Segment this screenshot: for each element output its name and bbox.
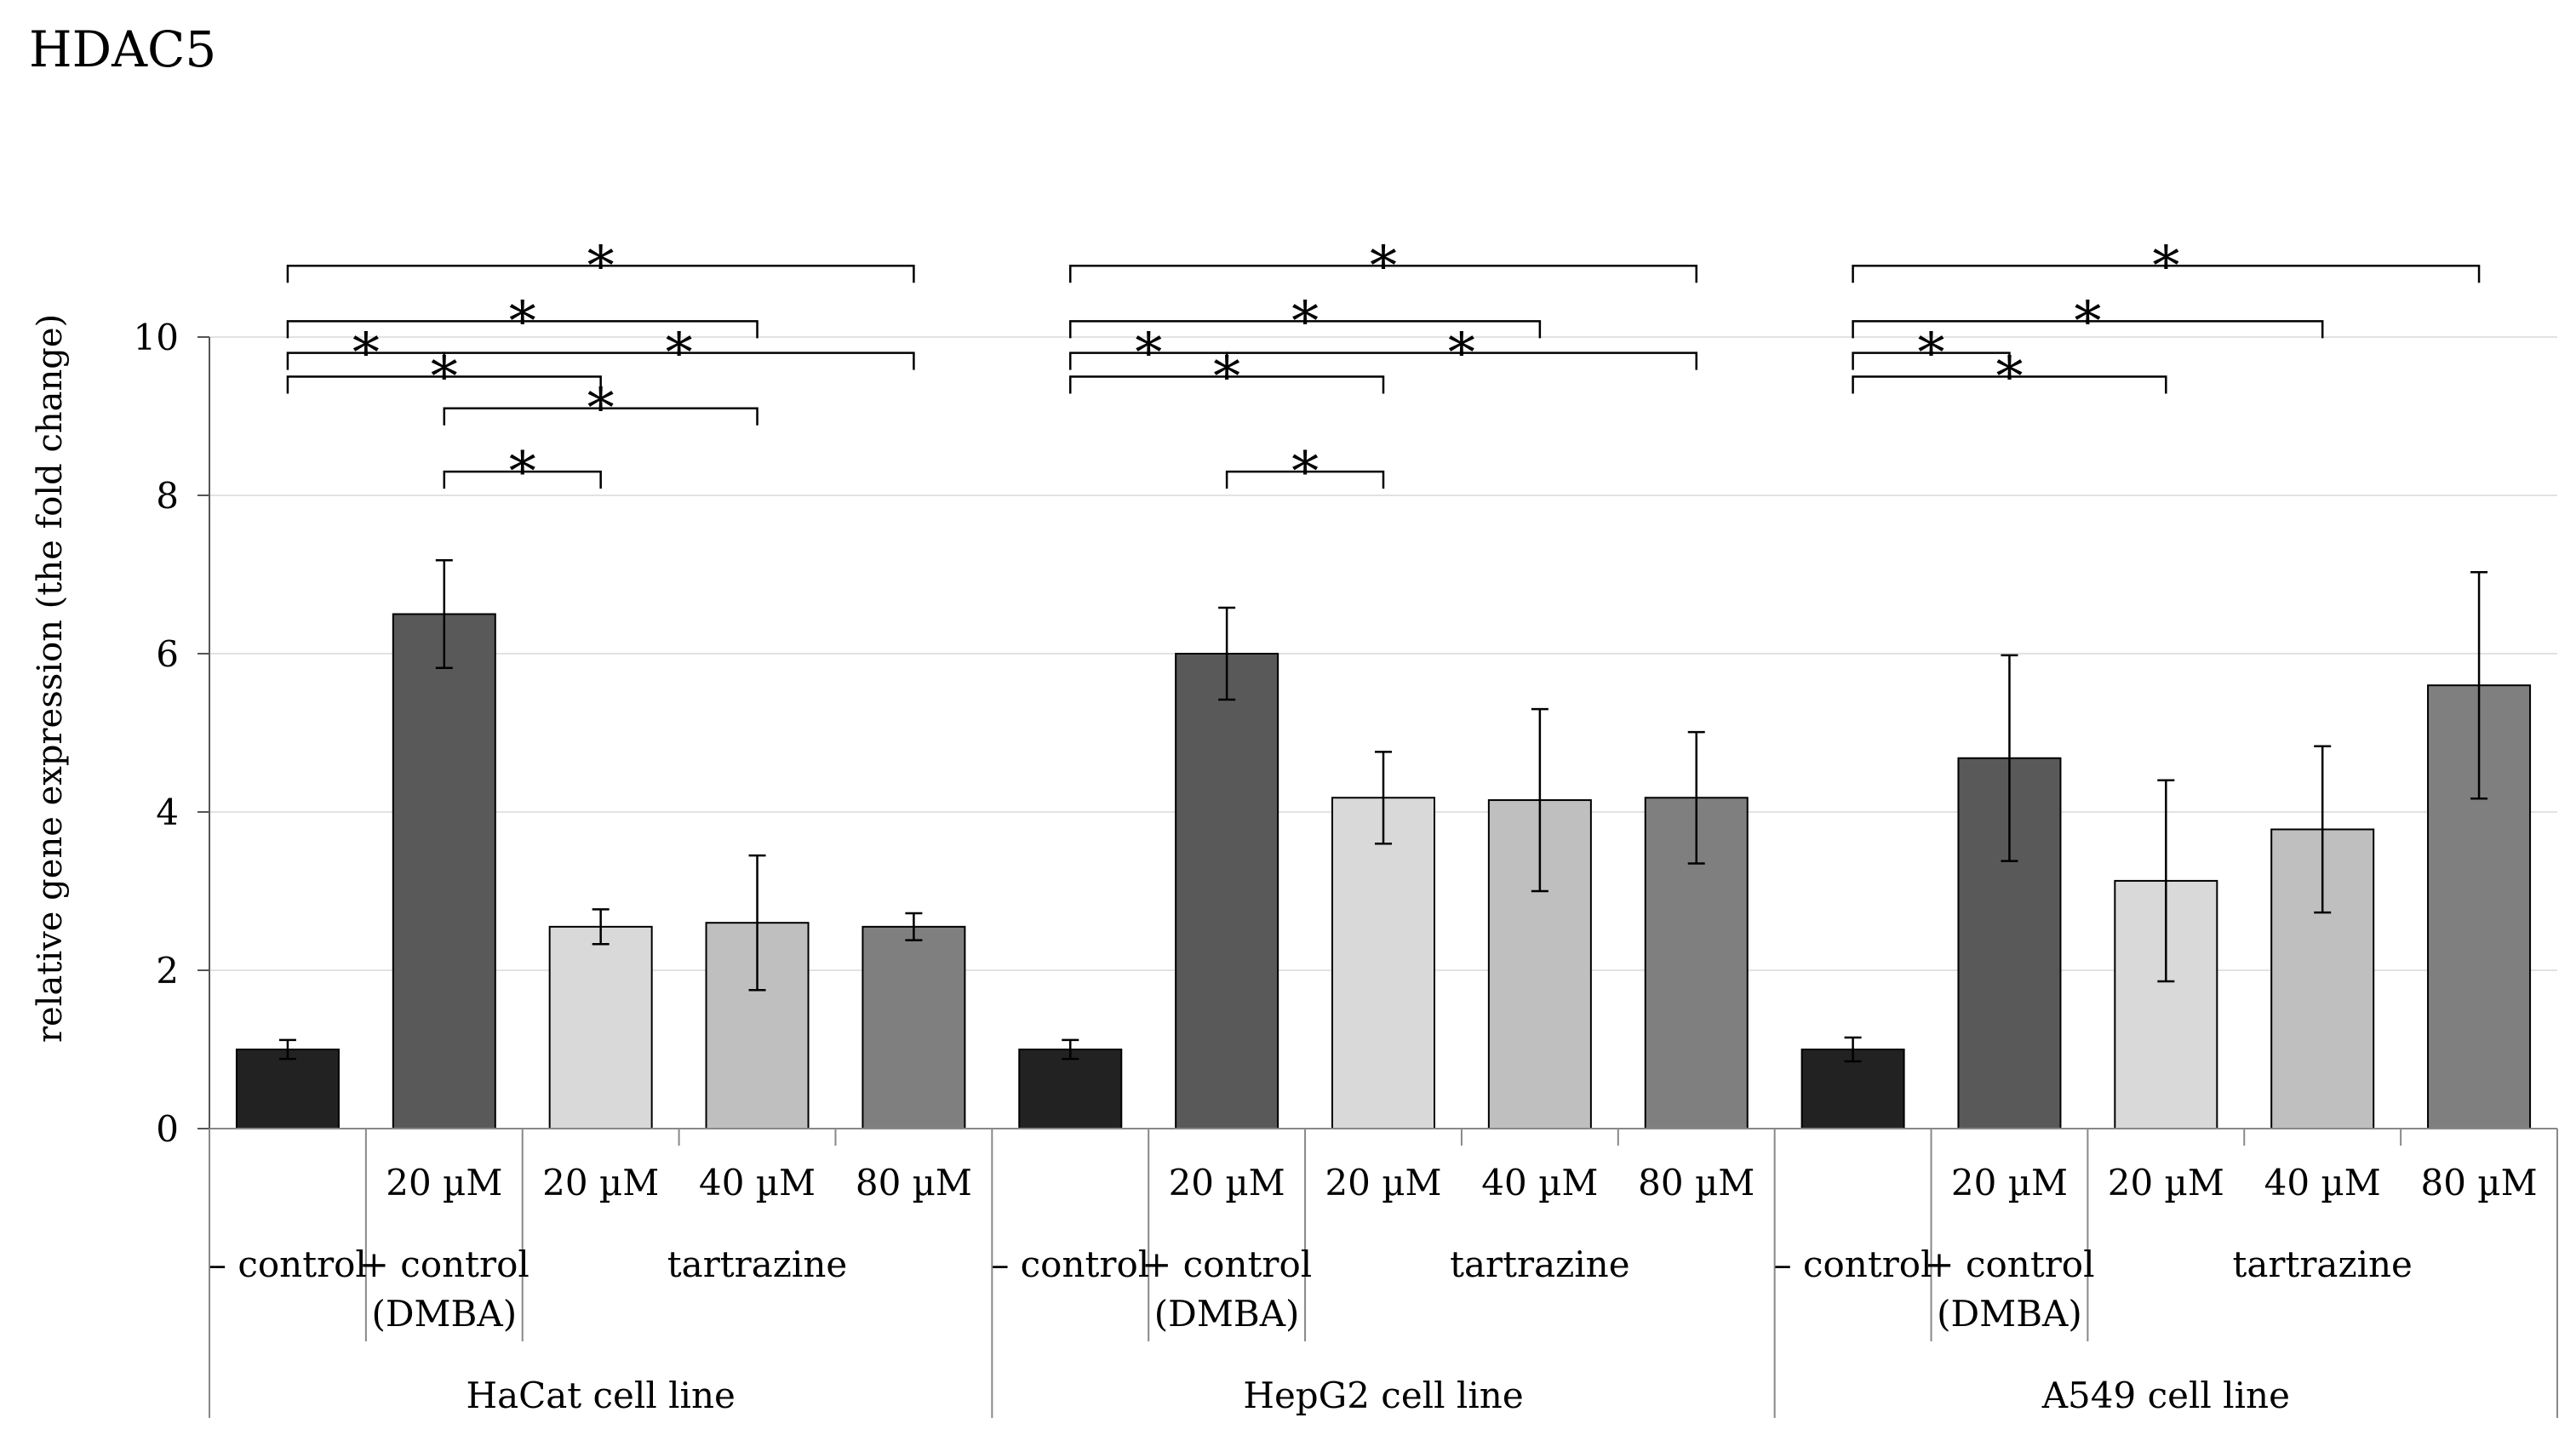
bar-dose-label: 40 µM bbox=[2264, 1162, 2381, 1203]
cell-line-label: HepG2 cell line bbox=[1243, 1375, 1523, 1416]
significance-bracket bbox=[443, 352, 915, 370]
category-sublabel: (DMBA) bbox=[1154, 1293, 1300, 1335]
category-sublabel: (DMBA) bbox=[1937, 1293, 2082, 1335]
y-tick-label: 8 bbox=[156, 475, 179, 517]
bar-dose-label: 80 µM bbox=[2421, 1162, 2538, 1203]
significance-bracket bbox=[286, 265, 915, 283]
significance-star: * bbox=[587, 235, 615, 298]
bar-dose-label: 40 µM bbox=[699, 1162, 816, 1203]
category-sublabel: (DMBA) bbox=[371, 1293, 517, 1335]
significance-bracket bbox=[1225, 352, 1697, 370]
bar-dose-label: 20 µM bbox=[1951, 1162, 2068, 1203]
category-label: – control bbox=[1774, 1243, 1932, 1285]
y-tick-label: 10 bbox=[134, 317, 179, 358]
bar-dose-label: 20 µM bbox=[386, 1162, 502, 1203]
chart-title: HDAC5 bbox=[29, 20, 216, 78]
significance-star: * bbox=[1291, 290, 1319, 353]
y-axis: 0 2 4 6 8 10 bbox=[134, 317, 210, 1150]
significance-bracket bbox=[1069, 265, 1697, 283]
bar bbox=[1175, 653, 1279, 1129]
y-axis-label: relative gene expression (the fold chang… bbox=[31, 314, 70, 1043]
bar-dose-label: 20 µM bbox=[1325, 1162, 1441, 1203]
significance-bracket bbox=[443, 407, 758, 426]
bar bbox=[1331, 797, 1435, 1129]
bar bbox=[1018, 1049, 1123, 1129]
significance-star: * bbox=[509, 441, 536, 504]
bar bbox=[235, 1049, 340, 1129]
significance-bracket bbox=[1225, 470, 1385, 489]
category-label: + control bbox=[1924, 1243, 2094, 1285]
bars bbox=[235, 559, 2532, 1130]
x-axis: 20 µM 20 µM 40 µM 80 µM– control+ control(D… bbox=[209, 1128, 2558, 1418]
y-tick-label: 2 bbox=[156, 950, 179, 992]
bar-dose-label: 20 µM bbox=[2108, 1162, 2224, 1203]
significance-star: * bbox=[1135, 323, 1162, 386]
category-label: – control bbox=[209, 1243, 367, 1285]
significance-star: * bbox=[1291, 441, 1319, 504]
category-label: tartrazine bbox=[667, 1243, 847, 1285]
significance-bracket bbox=[1069, 375, 1385, 394]
bar bbox=[392, 613, 496, 1129]
significance-bracket bbox=[1852, 265, 2481, 283]
bar-dose-label: 20 µM bbox=[542, 1162, 659, 1203]
significance-bracket bbox=[286, 320, 758, 339]
significance-bracket bbox=[1852, 320, 2324, 339]
y-tick-label: 0 bbox=[156, 1108, 179, 1150]
significance-bracket bbox=[286, 375, 602, 394]
y-tick-label: 4 bbox=[156, 792, 179, 833]
significance-star: * bbox=[666, 323, 693, 386]
significance-star: * bbox=[1370, 235, 1397, 298]
significance-bracket bbox=[1852, 352, 2011, 370]
category-label: + control bbox=[359, 1243, 530, 1285]
significance-bracket bbox=[443, 470, 602, 489]
significance-star: * bbox=[2152, 235, 2179, 298]
bar bbox=[1800, 1049, 1905, 1129]
category-label: – control bbox=[991, 1243, 1149, 1285]
category-label: + control bbox=[1142, 1243, 1312, 1285]
bar-dose-label: 80 µM bbox=[856, 1162, 972, 1203]
bar bbox=[705, 922, 810, 1129]
significance-star: * bbox=[2074, 290, 2101, 353]
significance-bracket bbox=[1069, 320, 1542, 339]
cell-line-label: HaCat cell line bbox=[466, 1375, 735, 1416]
bar bbox=[548, 925, 653, 1129]
significance-star: * bbox=[509, 290, 536, 353]
bar bbox=[862, 925, 966, 1129]
bar bbox=[2427, 684, 2532, 1129]
category-label: tartrazine bbox=[1450, 1243, 1629, 1285]
cell-line-label: A549 cell line bbox=[2041, 1375, 2290, 1416]
category-label: tartrazine bbox=[2232, 1243, 2412, 1285]
significance-star: * bbox=[1918, 323, 1945, 386]
bar-dose-label: 40 µM bbox=[1481, 1162, 1598, 1203]
significance-star: * bbox=[587, 378, 615, 441]
significance-bracket bbox=[1852, 375, 2167, 394]
bar-dose-label: 80 µM bbox=[1638, 1162, 1755, 1203]
significance-star: * bbox=[352, 323, 380, 386]
significance-brackets: **** ******* ****** bbox=[286, 235, 2481, 504]
y-tick-label: 6 bbox=[156, 633, 179, 675]
bar-dose-label: 20 µM bbox=[1169, 1162, 1285, 1203]
significance-star: * bbox=[1448, 323, 1475, 386]
